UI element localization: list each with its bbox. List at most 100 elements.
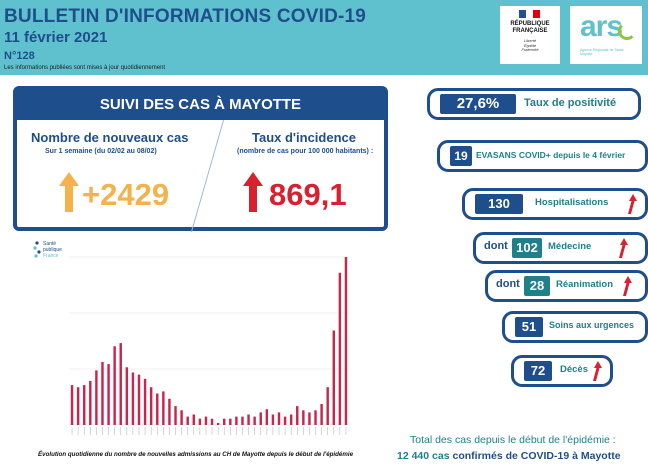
chart-bar xyxy=(131,372,135,425)
chart-bar xyxy=(259,412,262,425)
deces-card: 72 Décès xyxy=(511,355,613,387)
sante-publique-dot-icon xyxy=(33,246,37,250)
chart-bar xyxy=(344,257,348,425)
evasans-label: EVASANS COVID+ depuis le 4 février xyxy=(476,150,626,160)
chart-bar xyxy=(216,422,220,425)
chart-grid xyxy=(69,256,349,426)
hospitalisations-label: Hospitalisations xyxy=(535,197,609,208)
chart-bar xyxy=(277,412,281,425)
chart-bar xyxy=(174,406,177,425)
ars-logo: ars Agence Régionale de Santé Mayotte xyxy=(570,6,642,64)
chart-bar xyxy=(107,364,110,425)
chart-bar xyxy=(149,387,153,425)
evasans-card: 19 EVASANS COVID+ depuis le 4 février xyxy=(437,140,648,172)
positivity-value: 27,6% xyxy=(440,94,516,114)
total-cases-suffix: confirmés de COVID-19 à Mayotte xyxy=(452,450,621,462)
medecine-prefix: dont xyxy=(484,240,508,252)
header-banner: BULLETIN D'INFORMATIONS COVID-19 11 févr… xyxy=(0,0,648,75)
incidence-title: Taux d'incidence xyxy=(252,130,356,145)
reanimation-prefix: dont xyxy=(496,278,520,290)
chart-bar xyxy=(223,418,226,425)
chart-bar xyxy=(137,374,141,425)
new-cases-value: +2429 xyxy=(82,177,170,212)
update-note: Les informations publiées sont mises à j… xyxy=(4,65,166,71)
deces-label: Décès xyxy=(560,364,588,375)
chart-bar xyxy=(192,414,195,425)
medecine-value: 102 xyxy=(512,238,542,258)
chart-bar xyxy=(113,346,116,425)
chart-bar xyxy=(125,367,129,425)
deces-value: 72 xyxy=(524,361,552,381)
ars-subtitle: Agence Régionale de Santé Mayotte xyxy=(580,48,624,56)
chart-bar xyxy=(308,412,311,425)
chart-bar xyxy=(101,362,104,425)
chart-caption: Évolution quotidienne du nombre de nouve… xyxy=(38,451,354,458)
rf-name-line1: RÉPUBLIQUE xyxy=(510,21,550,27)
chart-bar xyxy=(235,416,238,425)
new-cases-title: Nombre de nouveaux cas xyxy=(31,130,189,145)
chart-bar xyxy=(162,391,165,425)
french-flag-icon xyxy=(519,10,540,18)
chart-bar xyxy=(326,387,329,425)
chart-bar xyxy=(76,387,80,425)
chart-bar xyxy=(168,398,171,425)
chart-bar xyxy=(95,370,98,425)
chart-bar xyxy=(156,393,159,425)
admissions-chart-svg: Santé publique France xyxy=(33,241,349,435)
chart-bar xyxy=(198,418,202,425)
sante-publique-dot-icon xyxy=(35,241,39,245)
admissions-chart: Santé publique France xyxy=(27,237,357,447)
evasans-value: 19 xyxy=(450,146,472,166)
reanimation-card: dont 28 Réanimation xyxy=(485,270,648,302)
reanimation-value: 28 xyxy=(524,276,550,296)
rf-motto-line3: Fraternité xyxy=(521,47,539,52)
chart-bar xyxy=(253,416,256,425)
chart-bar xyxy=(332,330,335,425)
total-cases-line: 12 440 cas confirmés de COVID-19 à Mayot… xyxy=(397,450,621,462)
bulletin-title: BULLETIN D'INFORMATIONS COVID-19 xyxy=(4,6,367,27)
sante-publique-logo-line3: France xyxy=(43,253,59,259)
chart-bar xyxy=(271,414,275,425)
sante-publique-logo-line1: Santé xyxy=(43,241,56,247)
hospitalisations-value: 130 xyxy=(475,194,523,214)
panel-divider xyxy=(190,120,225,232)
up-arrow-orange-icon xyxy=(59,172,79,212)
bulletin-date: 11 février 2021 xyxy=(4,29,108,46)
urgences-value: 51 xyxy=(515,317,543,337)
suivi-heading: SUIVI DES CAS À MAYOTTE xyxy=(17,90,384,120)
positivity-card: 27,6% Taux de positivité xyxy=(427,88,641,120)
sante-publique-dot-icon xyxy=(37,250,41,254)
incidence-definition: (nombre de cas pour 100 000 habitants) : xyxy=(237,148,374,155)
up-arrow-red-icon xyxy=(619,238,628,258)
medecine-card: dont 102 Médecine xyxy=(473,232,648,264)
up-arrow-red-icon xyxy=(243,172,263,212)
chart-bar xyxy=(210,418,214,425)
republique-francaise-logo: RÉPUBLIQUE FRANÇAISE Liberté Égalité Fra… xyxy=(500,6,560,64)
chart-bar xyxy=(283,416,287,425)
up-arrow-red-icon xyxy=(593,361,602,381)
rf-motto-line2: Égalité xyxy=(523,42,537,48)
total-cases-value: 12 440 cas xyxy=(397,450,450,462)
urgences-card: 51 Soins aux urgences xyxy=(502,311,648,343)
chart-bar xyxy=(119,343,122,425)
sante-publique-logo-line2: publique xyxy=(43,247,62,253)
chart-bar xyxy=(229,418,232,425)
chart-bar xyxy=(83,385,86,425)
chart-bar xyxy=(186,416,189,425)
chart-bar xyxy=(204,416,208,425)
hospitalisations-card: 130 Hospitalisations xyxy=(462,188,648,220)
suivi-cas-panel: SUIVI DES CAS À MAYOTTE Nombre de nouvea… xyxy=(13,86,388,232)
chart-bar xyxy=(180,410,183,425)
chart-bar xyxy=(143,378,147,425)
reanimation-label: Réanimation xyxy=(556,279,614,290)
chart-bar xyxy=(265,409,269,425)
up-arrow-red-icon xyxy=(628,194,637,214)
chart-x-ticks xyxy=(71,427,347,435)
chart-bar xyxy=(247,414,250,425)
chart-bar xyxy=(289,414,293,425)
rf-motto-line1: Liberté xyxy=(523,38,537,43)
sante-publique-dot-icon xyxy=(34,254,38,258)
chart-bar xyxy=(320,404,323,425)
chart-bar xyxy=(314,410,317,425)
ars-mark: ars xyxy=(580,10,623,43)
